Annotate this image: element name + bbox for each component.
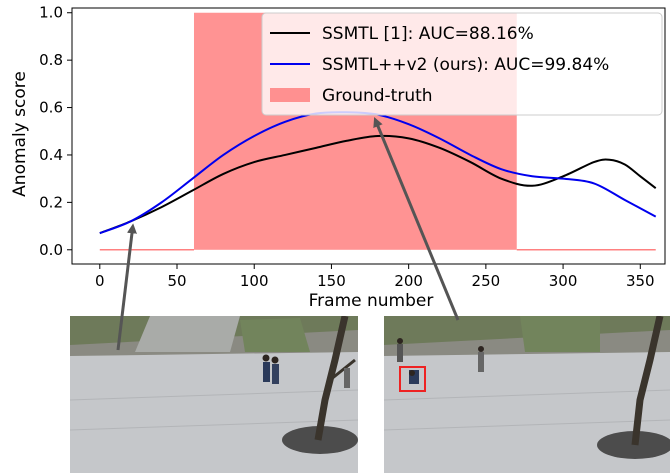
y-tick-label: 1.0: [39, 4, 63, 22]
frame-image-right: [384, 316, 670, 473]
axes: 0 50 100 150 200 250 300 350 0.0 0.2 0.4 0.6 0.8 1.0: [39, 4, 666, 290]
x-tick-label: 50: [167, 272, 186, 290]
legend: SSMTL [1]: AUC=88.16% SSMTL++v2 (ours): A…: [261, 12, 663, 116]
legend-box: [261, 12, 663, 116]
annotation-arrows: [116, 116, 460, 351]
legend-entry-ssmtl-label: SSMTL [1]: AUC=88.16%: [322, 24, 534, 44]
x-tick-label: 100: [240, 272, 269, 290]
frame-image-left: [70, 316, 358, 473]
y-tick-label: 0.6: [39, 99, 63, 117]
axes-frame: [71, 7, 666, 265]
x-axis-label: Frame number: [309, 291, 434, 311]
y-tick-label: 0.2: [39, 193, 63, 211]
anomaly-bounding-box: [399, 366, 426, 392]
annotation-arrow-left: [116, 223, 137, 351]
y-tick-label: 0.0: [39, 241, 63, 259]
series-line-ssmtl: [99, 134, 657, 235]
x-tick-label: 350: [626, 272, 655, 290]
legend-entry-ground-truth-swatch: [270, 88, 310, 102]
annotation-arrow-right: [373, 116, 460, 321]
y-tick-label: 0.8: [39, 51, 63, 69]
x-tick-label: 250: [472, 272, 501, 290]
x-tick-label: 300: [549, 272, 578, 290]
legend-entry-ssmtl-plus-plus-label: SSMTL++v2 (ours): AUC=99.84%: [322, 55, 609, 75]
legend-entry-ground-truth-label: Ground-truth: [322, 86, 433, 106]
y-axis-label: Anomaly score: [10, 71, 30, 197]
x-tick-label: 200: [394, 272, 423, 290]
y-tick-label: 0.4: [39, 146, 63, 164]
x-tick-label: 150: [317, 272, 346, 290]
x-tick-label: 0: [95, 272, 105, 290]
